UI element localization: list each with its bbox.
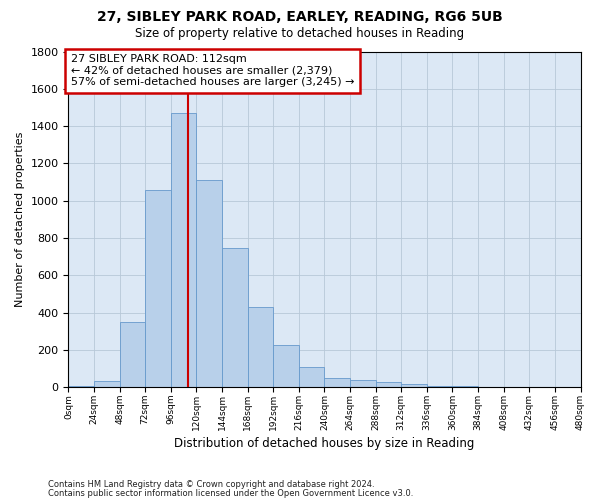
X-axis label: Distribution of detached houses by size in Reading: Distribution of detached houses by size … (174, 437, 475, 450)
Bar (478, 387, 503, 388)
Text: 27 SIBLEY PARK ROAD: 112sqm
← 42% of detached houses are smaller (2,379)
57% of : 27 SIBLEY PARK ROAD: 112sqm ← 42% of det… (71, 54, 354, 88)
Bar (427, 386, 452, 388)
Bar (171, 113, 196, 388)
Bar (119, 322, 145, 388)
Bar (376, 382, 401, 388)
Bar (248, 307, 273, 388)
Bar (350, 380, 376, 388)
Bar (68, 386, 94, 388)
Bar (401, 384, 427, 388)
Bar (145, 190, 171, 388)
Bar (222, 248, 248, 388)
Y-axis label: Number of detached properties: Number of detached properties (15, 132, 25, 307)
Text: Size of property relative to detached houses in Reading: Size of property relative to detached ho… (136, 28, 464, 40)
Text: 27, SIBLEY PARK ROAD, EARLEY, READING, RG6 5UB: 27, SIBLEY PARK ROAD, EARLEY, READING, R… (97, 10, 503, 24)
Bar (299, 367, 325, 388)
Text: Contains HM Land Registry data © Crown copyright and database right 2024.: Contains HM Land Registry data © Crown c… (48, 480, 374, 489)
Bar (196, 180, 222, 388)
Bar (94, 381, 119, 388)
Bar (452, 386, 478, 388)
Bar (325, 378, 350, 388)
Text: Contains public sector information licensed under the Open Government Licence v3: Contains public sector information licen… (48, 488, 413, 498)
Bar (273, 346, 299, 388)
